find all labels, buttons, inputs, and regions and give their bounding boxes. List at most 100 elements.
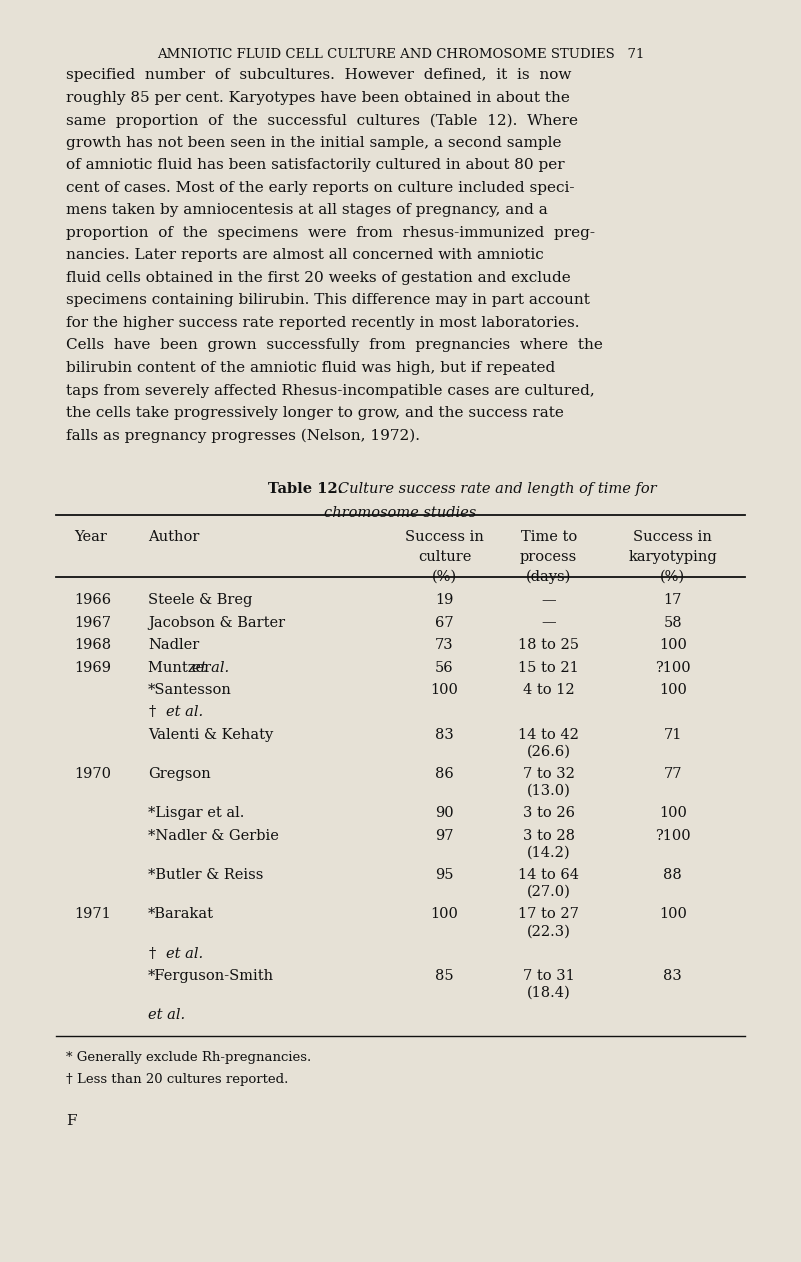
Text: †: † xyxy=(148,946,155,960)
Text: 7 to 32: 7 to 32 xyxy=(523,767,574,781)
Text: culture: culture xyxy=(418,550,471,564)
Text: 3 to 26: 3 to 26 xyxy=(523,806,574,820)
Text: 17: 17 xyxy=(664,593,682,607)
Text: 14 to 42: 14 to 42 xyxy=(518,728,579,742)
Text: 1969: 1969 xyxy=(74,660,111,674)
Text: (%): (%) xyxy=(660,569,686,583)
Text: (13.0): (13.0) xyxy=(527,784,570,798)
Text: (14.2): (14.2) xyxy=(527,846,570,859)
Text: 100: 100 xyxy=(431,683,458,697)
Text: chromosome studies: chromosome studies xyxy=(324,506,477,520)
Text: 71: 71 xyxy=(664,728,682,742)
Text: 17 to 27: 17 to 27 xyxy=(518,907,579,921)
Text: Muntzer: Muntzer xyxy=(148,660,216,674)
Text: 15 to 21: 15 to 21 xyxy=(518,660,579,674)
Text: for the higher success rate reported recently in most laboratories.: for the higher success rate reported rec… xyxy=(66,316,580,329)
Text: 100: 100 xyxy=(659,907,686,921)
Text: 14 to 64: 14 to 64 xyxy=(518,868,579,882)
Text: karyotyping: karyotyping xyxy=(629,550,717,564)
Text: 73: 73 xyxy=(435,639,454,652)
Text: (18.4): (18.4) xyxy=(527,986,570,1000)
Text: 100: 100 xyxy=(431,907,458,921)
Text: et al.: et al. xyxy=(166,705,203,719)
Text: (%): (%) xyxy=(432,569,457,583)
Text: 58: 58 xyxy=(663,616,682,630)
Text: Gregson: Gregson xyxy=(148,767,211,781)
Text: (26.6): (26.6) xyxy=(527,745,570,758)
Text: falls as pregnancy progresses (Nelson, 1972).: falls as pregnancy progresses (Nelson, 1… xyxy=(66,429,421,443)
Text: roughly 85 per cent. Karyotypes have been obtained in about the: roughly 85 per cent. Karyotypes have bee… xyxy=(66,91,570,105)
Text: † Less than 20 cultures reported.: † Less than 20 cultures reported. xyxy=(66,1074,289,1087)
Text: *Santesson: *Santesson xyxy=(148,683,232,697)
Text: *Lisgar et al.: *Lisgar et al. xyxy=(148,806,244,820)
Text: (22.3): (22.3) xyxy=(527,924,570,938)
Text: *Nadler & Gerbie: *Nadler & Gerbie xyxy=(148,829,279,843)
Text: 1971: 1971 xyxy=(74,907,111,921)
Text: 18 to 25: 18 to 25 xyxy=(518,639,579,652)
Text: Valenti & Kehaty: Valenti & Kehaty xyxy=(148,728,273,742)
Text: Jacobson & Barter: Jacobson & Barter xyxy=(148,616,285,630)
Text: taps from severely affected Rhesus-incompatible cases are cultured,: taps from severely affected Rhesus-incom… xyxy=(66,384,595,398)
Text: same  proportion  of  the  successful  cultures  (Table  12).  Where: same proportion of the successful cultur… xyxy=(66,114,578,127)
Text: ?100: ?100 xyxy=(655,829,690,843)
Text: proportion  of  the  specimens  were  from  rhesus-immunized  preg-: proportion of the specimens were from rh… xyxy=(66,226,595,240)
Text: ?100: ?100 xyxy=(655,660,690,674)
Text: 88: 88 xyxy=(663,868,682,882)
Text: specimens containing bilirubin. This difference may in part account: specimens containing bilirubin. This dif… xyxy=(66,294,590,308)
Text: *Ferguson-Smith: *Ferguson-Smith xyxy=(148,969,274,983)
Text: specified  number  of  subcultures.  However  defined,  it  is  now: specified number of subcultures. However… xyxy=(66,68,572,82)
Text: 100: 100 xyxy=(659,806,686,820)
Text: Success in: Success in xyxy=(405,530,484,544)
Text: Author: Author xyxy=(148,530,199,544)
Text: F: F xyxy=(66,1114,77,1128)
Text: 1967: 1967 xyxy=(74,616,111,630)
Text: 4 to 12: 4 to 12 xyxy=(523,683,574,697)
Text: AMNIOTIC FLUID CELL CULTURE AND CHROMOSOME STUDIES   71: AMNIOTIC FLUID CELL CULTURE AND CHROMOSO… xyxy=(157,48,644,61)
Text: et al.: et al. xyxy=(166,946,203,960)
Text: (27.0): (27.0) xyxy=(527,885,570,899)
Text: 95: 95 xyxy=(435,868,454,882)
Text: 83: 83 xyxy=(435,728,454,742)
Text: cent of cases. Most of the early reports on culture included speci-: cent of cases. Most of the early reports… xyxy=(66,180,575,194)
Text: Cells  have  been  grown  successfully  from  pregnancies  where  the: Cells have been grown successfully from … xyxy=(66,338,603,352)
Text: (days): (days) xyxy=(526,569,571,583)
Text: 100: 100 xyxy=(659,683,686,697)
Text: Steele & Breg: Steele & Breg xyxy=(148,593,252,607)
Text: *Barakat: *Barakat xyxy=(148,907,214,921)
Text: bilirubin content of the amniotic fluid was high, but if repeated: bilirubin content of the amniotic fluid … xyxy=(66,361,556,375)
Text: nancies. Later reports are almost all concerned with amniotic: nancies. Later reports are almost all co… xyxy=(66,249,544,262)
Text: Time to: Time to xyxy=(521,530,577,544)
Text: †: † xyxy=(148,705,155,719)
Text: 85: 85 xyxy=(435,969,454,983)
Text: *Butler & Reiss: *Butler & Reiss xyxy=(148,868,264,882)
Text: 67: 67 xyxy=(435,616,454,630)
Text: et al.: et al. xyxy=(191,660,229,674)
Text: 97: 97 xyxy=(435,829,454,843)
Text: Nadler: Nadler xyxy=(148,639,199,652)
Text: fluid cells obtained in the first 20 weeks of gestation and exclude: fluid cells obtained in the first 20 wee… xyxy=(66,271,571,285)
Text: 100: 100 xyxy=(659,639,686,652)
Text: 56: 56 xyxy=(435,660,454,674)
Text: 3 to 28: 3 to 28 xyxy=(523,829,574,843)
Text: 90: 90 xyxy=(435,806,454,820)
Text: 86: 86 xyxy=(435,767,454,781)
Text: mens taken by amniocentesis at all stages of pregnancy, and a: mens taken by amniocentesis at all stage… xyxy=(66,203,548,217)
Text: 1968: 1968 xyxy=(74,639,111,652)
Text: 19: 19 xyxy=(436,593,453,607)
Text: 1966: 1966 xyxy=(74,593,111,607)
Text: the cells take progressively longer to grow, and the success rate: the cells take progressively longer to g… xyxy=(66,406,565,420)
Text: growth has not been seen in the initial sample, a second sample: growth has not been seen in the initial … xyxy=(66,136,562,150)
Text: et al.: et al. xyxy=(148,1008,185,1022)
Text: 7 to 31: 7 to 31 xyxy=(523,969,574,983)
Text: 77: 77 xyxy=(663,767,682,781)
Text: 83: 83 xyxy=(663,969,682,983)
Text: * Generally exclude Rh-pregnancies.: * Generally exclude Rh-pregnancies. xyxy=(66,1051,312,1064)
Text: Table 12.: Table 12. xyxy=(268,482,343,496)
Text: process: process xyxy=(520,550,578,564)
Text: —: — xyxy=(541,593,556,607)
Text: Success in: Success in xyxy=(634,530,712,544)
Text: 1970: 1970 xyxy=(74,767,111,781)
Text: Culture success rate and length of time for: Culture success rate and length of time … xyxy=(324,482,657,496)
Text: of amniotic fluid has been satisfactorily cultured in about 80 per: of amniotic fluid has been satisfactoril… xyxy=(66,158,566,172)
Text: Year: Year xyxy=(74,530,107,544)
